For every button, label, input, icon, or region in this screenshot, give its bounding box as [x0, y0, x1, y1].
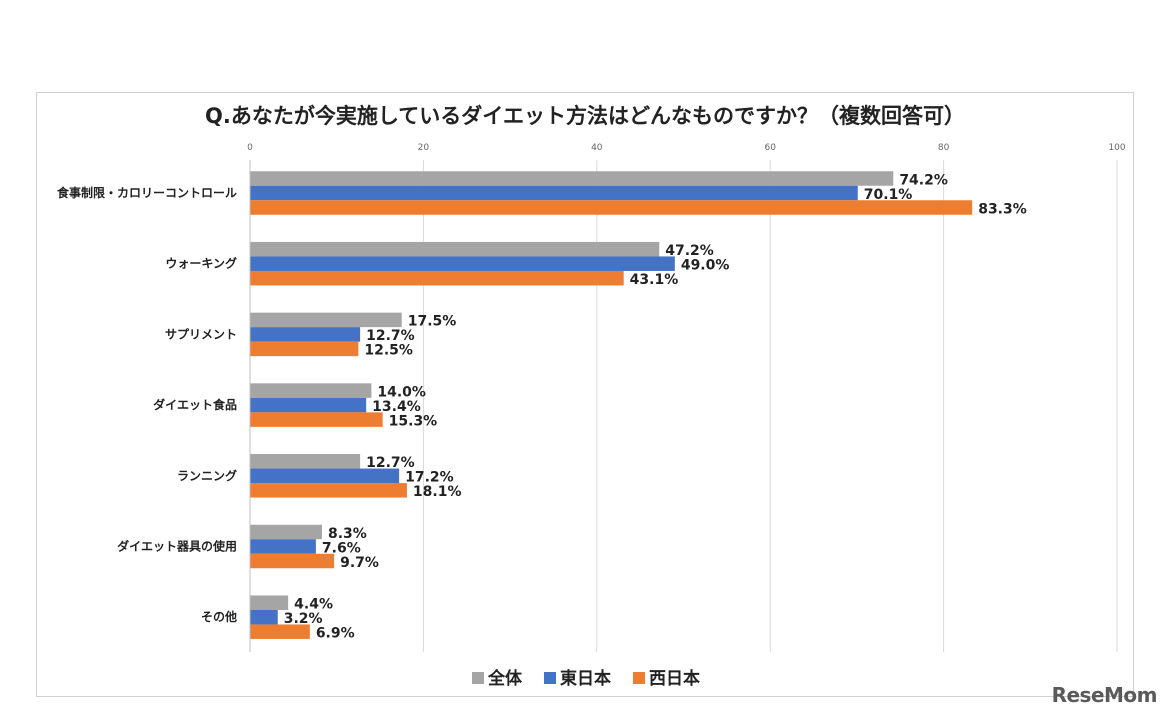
bar [250, 341, 359, 357]
data-label: 12.7% [366, 455, 415, 471]
data-label: 18.1% [413, 484, 462, 500]
data-label: 13.4% [372, 399, 421, 415]
data-label: 8.3% [328, 526, 367, 542]
category-label: その他 [201, 609, 237, 624]
bar [250, 171, 894, 186]
data-label: 49.0% [681, 257, 730, 273]
data-label: 6.9% [316, 625, 355, 641]
data-label: 83.3% [978, 201, 1027, 217]
category-label: ウォーキング [165, 256, 237, 271]
category-label: 食事制限・カロリーコントロール [56, 185, 237, 200]
data-label: 14.0% [377, 384, 426, 400]
legend-swatch [544, 672, 556, 684]
data-label: 17.2% [405, 470, 454, 486]
x-tick-label: 80 [938, 143, 950, 153]
category-label: サプリメント [165, 326, 237, 341]
data-label: 7.6% [322, 540, 361, 556]
bar [250, 609, 278, 625]
legend-swatch [472, 672, 484, 684]
bar [250, 185, 858, 201]
chart-frame [36, 92, 1134, 697]
x-tick-label: 20 [418, 143, 430, 153]
bar [250, 553, 335, 569]
bar [250, 454, 361, 469]
category-label: ランニング [177, 468, 237, 483]
data-label: 12.5% [364, 343, 413, 359]
x-tick-label: 0 [247, 143, 253, 153]
bar [250, 241, 660, 257]
bar [250, 200, 973, 215]
watermark-logo: ReseMom [1051, 683, 1158, 707]
data-label: 3.2% [284, 611, 323, 627]
bar [250, 595, 289, 610]
bar [250, 412, 383, 427]
bar [250, 539, 316, 554]
bar [250, 270, 624, 286]
legend-swatch [633, 672, 645, 684]
data-label: 70.1% [864, 187, 913, 203]
legend-label: 全体 [487, 668, 523, 689]
bar [250, 468, 400, 484]
bar [250, 256, 675, 271]
data-label: 17.5% [408, 314, 457, 330]
bar [250, 383, 372, 398]
bar [250, 524, 322, 540]
bar [250, 327, 361, 342]
legend-label: 東日本 [560, 668, 611, 689]
data-label: 4.4% [294, 596, 333, 612]
data-label: 43.1% [630, 272, 679, 288]
bar [250, 397, 367, 413]
category-label: ダイエット器具の使用 [117, 539, 237, 554]
data-label: 9.7% [340, 555, 379, 571]
data-label: 74.2% [899, 172, 948, 188]
bar [250, 312, 402, 328]
category-label: ダイエット食品 [153, 397, 237, 412]
chart-title: Q.あなたが今実施しているダイエット方法はどんなものですか？（複数回答可） [205, 104, 965, 128]
x-tick-label: 100 [1108, 143, 1125, 153]
x-tick-label: 60 [764, 143, 776, 153]
data-label: 12.7% [366, 328, 415, 344]
data-label: 15.3% [389, 413, 438, 429]
x-tick-label: 40 [591, 143, 603, 153]
bar [250, 483, 407, 498]
data-label: 47.2% [665, 243, 714, 259]
legend-label: 西日本 [649, 668, 700, 689]
bar [250, 624, 310, 639]
